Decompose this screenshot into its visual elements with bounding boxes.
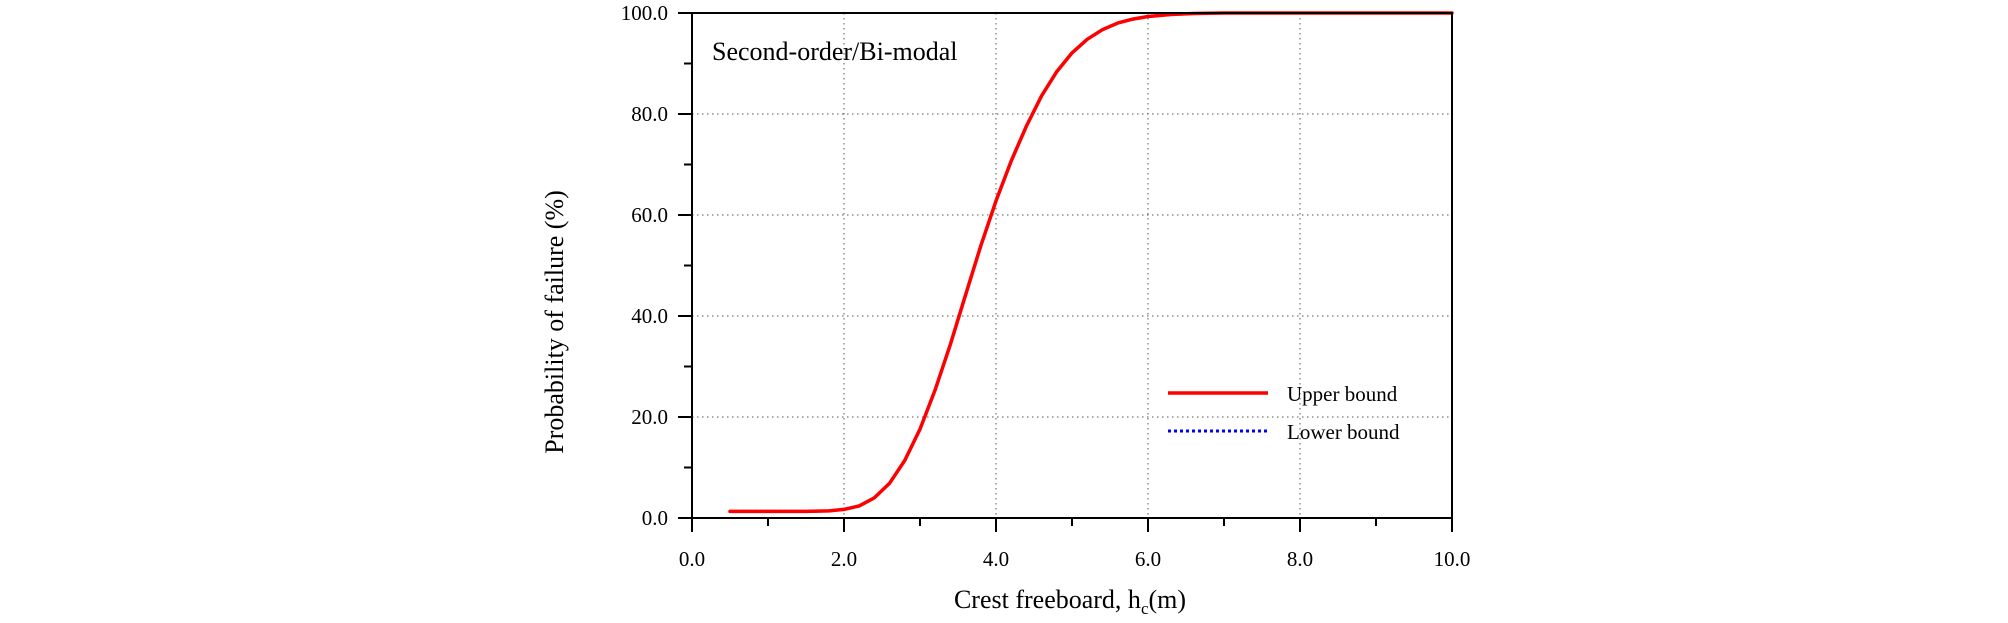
x-tick-label: 2.0	[831, 547, 857, 571]
x-axis-label-unit: (m)	[1148, 585, 1186, 614]
x-tick-label: 10.0	[1434, 547, 1471, 571]
x-tick-label: 0.0	[679, 547, 705, 571]
x-tick-label: 4.0	[983, 547, 1009, 571]
y-tick-label: 0.0	[642, 506, 668, 530]
legend-label-upper-bound: Upper bound	[1287, 382, 1398, 406]
legend: Upper bound Lower bound	[1168, 382, 1400, 444]
x-axis-label: Crest freeboard, hc(m)	[954, 585, 1186, 618]
grid-layer	[692, 13, 1452, 518]
x-axis-label-main: Crest freeboard, h	[954, 585, 1141, 614]
y-tick-label: 60.0	[631, 203, 668, 227]
x-tick-label: 8.0	[1287, 547, 1313, 571]
y-tick-label: 40.0	[631, 304, 668, 328]
y-tick-label: 20.0	[631, 405, 668, 429]
chart-annotation: Second-order/Bi-modal	[712, 37, 958, 66]
x-tick-label: 6.0	[1135, 547, 1161, 571]
x-axis-label-subscript: c	[1141, 599, 1149, 618]
legend-label-lower-bound: Lower bound	[1287, 420, 1400, 444]
y-tick-label: 80.0	[631, 102, 668, 126]
y-tick-label: 100.0	[621, 1, 668, 25]
y-axis-label: Probability of failure (%)	[540, 190, 569, 454]
axis-layer: 0.0 2.0 4.0 6.0 8.0 10.0 0.0 20.0 40.0 60.0 80.0 10…	[621, 1, 1471, 571]
